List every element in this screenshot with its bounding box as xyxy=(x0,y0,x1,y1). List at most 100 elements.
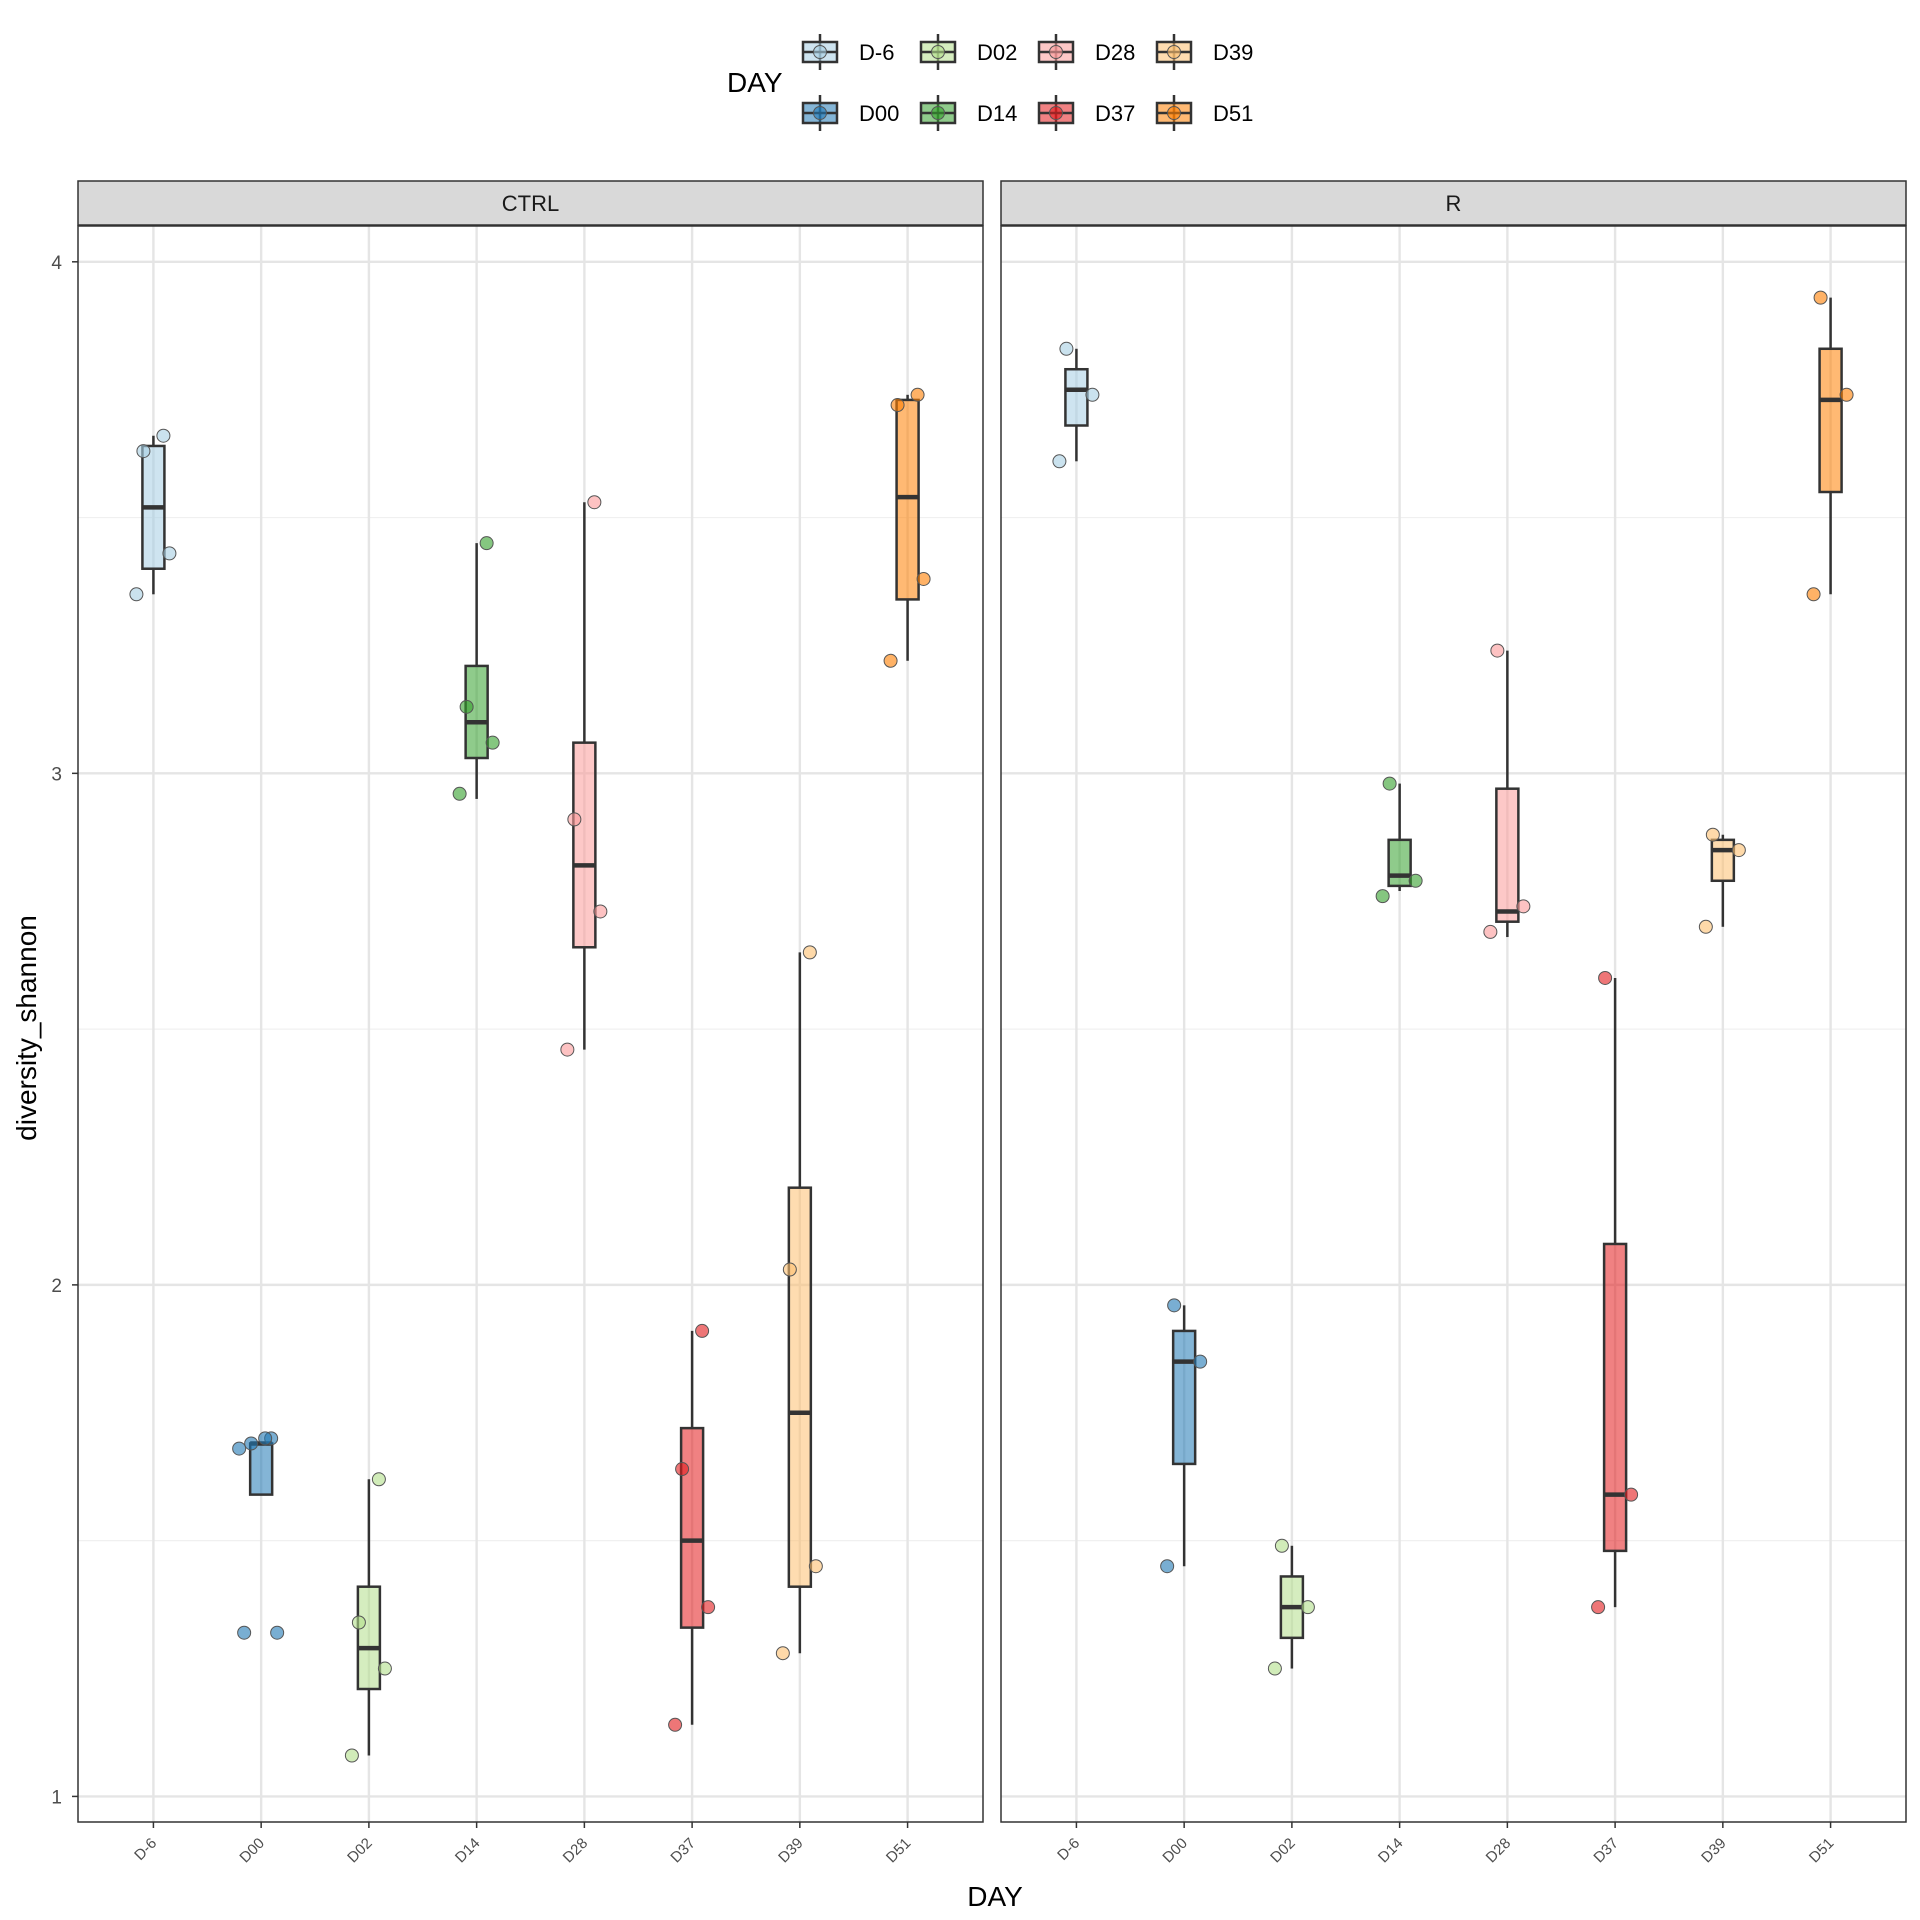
legend-label: D-6 xyxy=(859,40,894,65)
data-point xyxy=(351,1615,366,1630)
y-tick-label: 2 xyxy=(51,1276,62,1297)
data-point xyxy=(1052,454,1067,469)
x-tick-label: D37 xyxy=(667,1835,698,1866)
x-tick-label: D37 xyxy=(1590,1835,1621,1866)
legend-key-d37: D37 xyxy=(1037,95,1135,131)
box-iqr xyxy=(679,1426,705,1629)
data-point xyxy=(459,699,474,714)
x-tick-label: D02 xyxy=(1267,1835,1298,1866)
legend-key-d51: D51 xyxy=(1155,95,1253,131)
data-point xyxy=(1516,899,1531,914)
box-iqr xyxy=(1171,1329,1197,1466)
box-iqr xyxy=(1710,838,1736,883)
data-point xyxy=(344,1748,359,1763)
legend-key-d-6: D-6 xyxy=(801,34,894,70)
data-point xyxy=(479,536,494,551)
facet-strip xyxy=(77,180,984,226)
box-d28 xyxy=(560,495,608,1057)
facet-strip-label: CTRL xyxy=(502,191,559,216)
data-point xyxy=(668,1717,683,1732)
data-point xyxy=(1698,919,1713,934)
box-iqr xyxy=(1387,838,1412,888)
data-point xyxy=(802,945,817,960)
data-point xyxy=(1085,387,1100,402)
data-point xyxy=(1382,776,1397,791)
legend-key-point xyxy=(1049,45,1063,59)
data-point xyxy=(1591,1600,1606,1615)
data-point xyxy=(916,571,931,586)
data-point xyxy=(560,1042,575,1057)
box-iqr xyxy=(248,1442,274,1496)
box-iqr xyxy=(572,741,597,949)
data-point xyxy=(485,735,500,750)
legend-key-d02: D02 xyxy=(919,34,1017,70)
data-point xyxy=(371,1472,386,1487)
data-point xyxy=(258,1431,273,1446)
box-d51 xyxy=(1806,290,1854,602)
data-point xyxy=(1731,843,1746,858)
box-iqr xyxy=(787,1186,813,1588)
legend-key-d00: D00 xyxy=(801,95,899,131)
box-iqr xyxy=(356,1585,382,1691)
x-tick-label: D28 xyxy=(1483,1835,1514,1866)
data-point xyxy=(1813,290,1828,305)
box-d51 xyxy=(883,387,931,668)
y-axis-title: diversity_shannon xyxy=(11,915,42,1141)
legend-key-point xyxy=(1049,106,1063,120)
box-iqr xyxy=(1818,347,1843,494)
data-point xyxy=(1624,1487,1639,1502)
legend-key-point xyxy=(931,106,945,120)
data-point xyxy=(808,1559,823,1574)
x-axis-title: DAY xyxy=(967,1881,1023,1912)
legend-label: D14 xyxy=(977,101,1017,126)
legend: DAY D-6 D00 D02 D14 D28 D37 D39 D51 xyxy=(727,34,1253,131)
data-point xyxy=(910,387,925,402)
data-point xyxy=(156,428,171,443)
legend-key-d39: D39 xyxy=(1155,34,1253,70)
box-d37 xyxy=(1591,970,1639,1615)
legend-key-point xyxy=(931,45,945,59)
box-iqr xyxy=(1495,787,1520,923)
panel-background xyxy=(1001,226,1906,1822)
x-tick-label: D-6 xyxy=(1054,1835,1083,1864)
data-point xyxy=(1267,1661,1282,1676)
data-point xyxy=(1193,1354,1208,1369)
panel-ctrl: CTRL D-6 D00 D02 D14 D28 D37 D39 D51 xyxy=(77,180,984,1866)
data-point xyxy=(701,1600,716,1615)
box-d02 xyxy=(1267,1538,1315,1676)
x-tick-label: D51 xyxy=(1806,1835,1837,1866)
data-point xyxy=(1059,341,1074,356)
panel-border xyxy=(77,225,984,1823)
box-d02 xyxy=(344,1472,392,1763)
box-d39 xyxy=(1698,827,1746,934)
box-iqr xyxy=(895,398,920,601)
legend-key-point xyxy=(813,45,827,59)
box-d39 xyxy=(775,945,823,1661)
data-point xyxy=(890,398,905,413)
data-point xyxy=(1490,643,1505,658)
data-point xyxy=(1375,889,1390,904)
data-point xyxy=(270,1625,285,1640)
box-iqr xyxy=(1602,1242,1628,1553)
y-tick-label: 1 xyxy=(51,1787,62,1808)
legend-key-point xyxy=(813,106,827,120)
data-point xyxy=(782,1262,797,1277)
x-tick-label: D28 xyxy=(560,1835,591,1866)
data-point xyxy=(1806,587,1821,602)
legend-key-d28: D28 xyxy=(1037,34,1135,70)
legend-title: DAY xyxy=(727,67,783,98)
data-point xyxy=(587,495,602,510)
data-point xyxy=(883,653,898,668)
data-point xyxy=(1167,1298,1182,1313)
legend-label: D02 xyxy=(977,40,1017,65)
box-d37 xyxy=(668,1323,716,1732)
data-point xyxy=(1408,873,1423,888)
data-point xyxy=(1274,1538,1289,1553)
data-point xyxy=(567,812,582,827)
data-point xyxy=(695,1323,710,1338)
x-tick-label: D14 xyxy=(452,1835,483,1866)
legend-key-point xyxy=(1167,45,1181,59)
data-point xyxy=(136,444,151,459)
box-d28 xyxy=(1483,643,1531,939)
facet-strip-label: R xyxy=(1446,191,1462,216)
